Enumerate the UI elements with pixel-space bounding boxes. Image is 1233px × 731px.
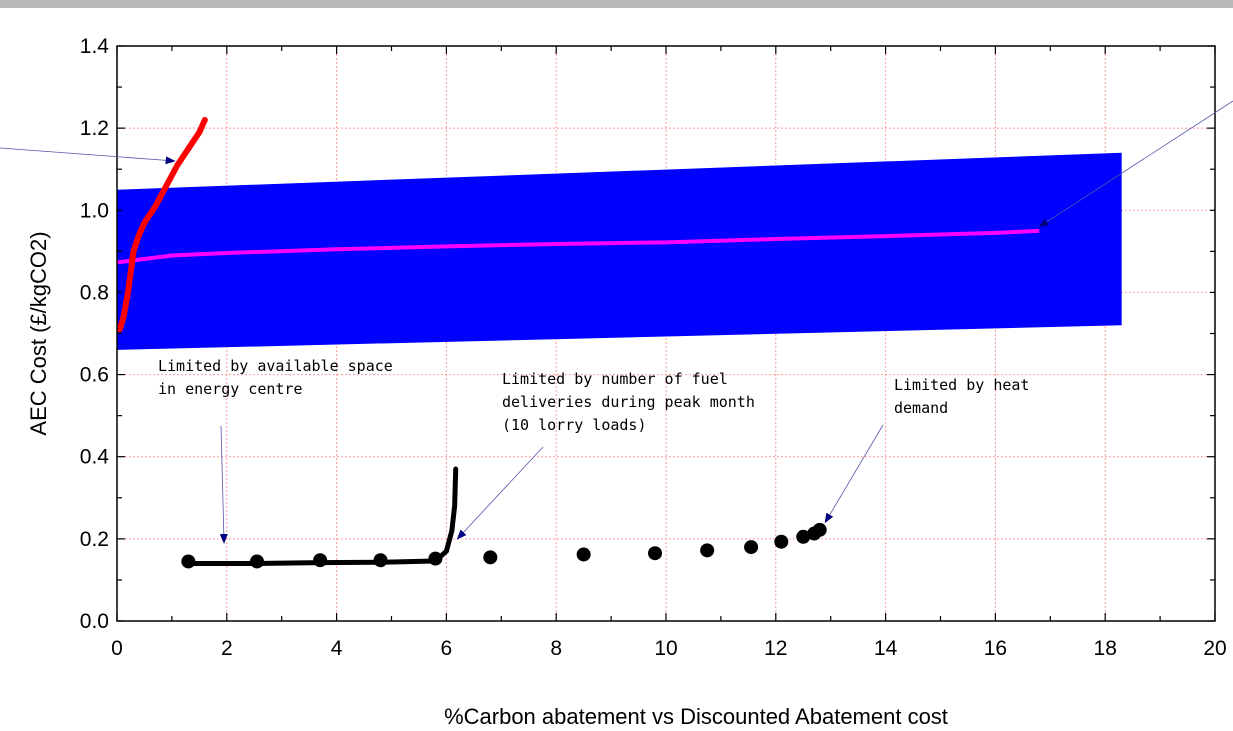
x-tick-label: 0: [111, 637, 123, 660]
blue-band-area: [117, 152, 1122, 350]
annotation-text-0: in energy centre: [158, 380, 303, 398]
x-tick-label: 18: [1094, 637, 1117, 660]
y-tick-label: 0.4: [80, 446, 110, 469]
black-point-0: [181, 554, 196, 569]
series-layer: [116, 116, 1040, 569]
annotation-text-0: Limited by available space: [158, 357, 393, 375]
y-tick-label: 0.0: [80, 610, 109, 633]
annotation-text-2: Limited by heat: [894, 376, 1029, 394]
magenta-line: [116, 228, 1040, 265]
x-tick-label: 12: [764, 637, 787, 660]
black-point-4: [428, 551, 443, 566]
y-tick-label: 0.2: [80, 528, 109, 551]
black-point-5: [483, 550, 498, 565]
black-point-2: [313, 553, 328, 568]
black-point-10: [774, 534, 789, 549]
annotation-text-1: Limited by number of fuel: [502, 370, 728, 388]
black-point-6: [576, 547, 591, 562]
black-point-13: [812, 522, 827, 537]
y-tick-label: 1.0: [80, 199, 109, 222]
y-tick-label: 1.2: [80, 117, 109, 140]
annotation-arrow-1: [456, 446, 544, 540]
black-point-11: [796, 529, 811, 544]
top-border-bar: [0, 0, 1233, 8]
y-tick-label: 0.6: [80, 364, 109, 387]
annotation-text-2: demand: [894, 399, 948, 417]
black-point-3: [373, 553, 388, 568]
y-tick-label: 1.4: [80, 35, 110, 58]
annotation-text-1: (10 lorry loads): [502, 416, 647, 434]
black-point-7: [648, 546, 663, 561]
x-tick-label: 2: [221, 637, 233, 660]
x-tick-label: 6: [441, 637, 453, 660]
red-line: [116, 116, 208, 333]
x-tick-label: 20: [1203, 637, 1226, 660]
x-axis-title: %Carbon abatement vs Discounted Abatemen…: [444, 704, 948, 729]
black-point-1: [249, 554, 264, 569]
pointer-arrow-0: [0, 147, 176, 165]
annotations: Limited by available space in energy cent…: [0, 100, 1233, 544]
annotation-arrow-2: [824, 424, 884, 524]
tick-labels: 0 2 4 6 8 10 12 14 16 18 20 0.0 0.2 0.4 0.6 0.8 1.0 1.2 1.…: [80, 35, 1227, 660]
annotation-text-1: deliveries during peak month: [502, 393, 755, 411]
y-axis-title: AEC Cost (£/kgCO2): [26, 231, 51, 435]
y-tick-label: 0.8: [80, 281, 109, 304]
x-tick-label: 8: [550, 637, 562, 660]
x-tick-label: 14: [874, 637, 898, 660]
x-tick-label: 4: [331, 637, 343, 660]
axes: [116, 45, 1216, 622]
annotation-arrow-0: [219, 425, 228, 544]
black-point-8: [700, 543, 715, 558]
x-tick-label: 10: [654, 637, 677, 660]
band-layer: [117, 152, 1122, 350]
black-point-9: [744, 540, 759, 555]
pointer-arrow-1: [1038, 100, 1233, 228]
x-tick-label: 16: [984, 637, 1007, 660]
black-line: [185, 466, 459, 566]
